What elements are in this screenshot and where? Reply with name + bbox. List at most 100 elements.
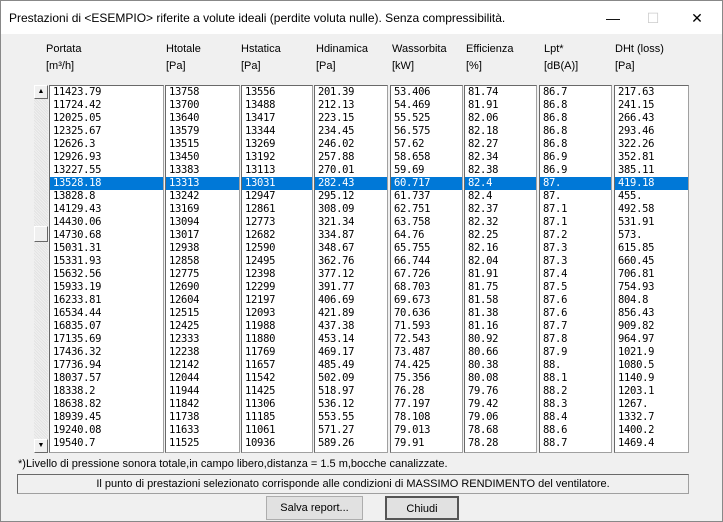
list-item[interactable]: 419.18 [615,177,688,190]
list-efficienza[interactable]: 81.74 81.91 82.06 82.18 82.27 82.34 82.38 82.4 8… [464,85,537,453]
list-item[interactable]: 1140.9 [618,372,655,384]
list-item[interactable]: 87.1 [543,203,568,215]
list-item[interactable]: 75.356 [394,372,431,384]
scroll-down-icon[interactable]: ▼ [34,439,48,453]
list-item[interactable]: 12626.3 [53,138,96,150]
list-item[interactable]: 88.3 [543,398,568,410]
minimize-icon[interactable]: — [606,10,620,26]
list-item[interactable]: 1203.1 [618,385,655,397]
list-item[interactable]: 77.197 [394,398,431,410]
list-item[interactable]: 87.7 [543,320,568,332]
list-item[interactable]: 82.38 [468,164,499,176]
list-item[interactable]: 10936 [245,437,276,449]
list-item[interactable]: 64.76 [394,229,425,241]
list-lpt[interactable]: 86.7 86.8 86.8 86.8 86.8 86.9 86.9 87. 87. 87.1 87… [539,85,612,453]
list-item[interactable]: 13269 [245,138,276,150]
list-item[interactable]: 13192 [245,151,276,163]
list-item[interactable]: 82.34 [468,151,499,163]
list-item[interactable]: 15031.31 [53,242,102,254]
list-item[interactable]: 61.737 [394,190,431,202]
list-item[interactable]: 201.39 [318,86,355,98]
list-item[interactable]: 82.06 [468,112,499,124]
list-item[interactable]: 16233.81 [53,294,102,306]
list-item[interactable]: 12590 [245,242,276,254]
list-item[interactable]: 573. [618,229,643,241]
list-item[interactable]: 87. [543,190,562,202]
list-item[interactable]: 81.38 [468,307,499,319]
list-item[interactable]: 13031 [242,177,312,190]
list-item[interactable]: 12947 [245,190,276,202]
list-item[interactable]: 55.525 [394,112,431,124]
list-item[interactable]: 706.81 [618,268,655,280]
list-item[interactable]: 88.4 [543,411,568,423]
list-item[interactable]: 13828.8 [53,190,96,202]
list-item[interactable]: 453.14 [318,333,355,345]
list-item[interactable]: 437.38 [318,320,355,332]
list-item[interactable]: 536.12 [318,398,355,410]
list-item[interactable]: 12299 [245,281,276,293]
list-item[interactable]: 1332.7 [618,411,655,423]
list-item[interactable]: 86.9 [543,164,568,176]
list-item[interactable]: 80.38 [468,359,499,371]
list-htotale[interactable]: 13758 13700 13640 13579 13515 13450 13383 13313… [165,85,240,453]
list-item[interactable]: 81.75 [468,281,499,293]
list-item[interactable]: 964.97 [618,333,655,345]
list-item[interactable]: 16835.07 [53,320,102,332]
list-item[interactable]: 78.28 [468,437,499,449]
list-item[interactable]: 87.3 [543,255,568,267]
list-item[interactable]: 14129.43 [53,203,102,215]
list-item[interactable]: 66.744 [394,255,431,267]
list-item[interactable]: 12938 [169,242,200,254]
list-item[interactable]: 87.4 [543,268,568,280]
list-item[interactable]: 13488 [245,99,276,111]
list-item[interactable]: 12093 [245,307,276,319]
list-item[interactable]: 257.88 [318,151,355,163]
list-item[interactable]: 11738 [169,411,200,423]
list-item[interactable]: 12495 [245,255,276,267]
list-item[interactable]: 87.9 [543,346,568,358]
scroll-up-icon[interactable]: ▲ [34,85,48,99]
list-item[interactable]: 241.15 [618,99,655,111]
list-item[interactable]: 88.1 [543,372,568,384]
list-item[interactable]: 11842 [169,398,200,410]
list-item[interactable]: 492.58 [618,203,655,215]
list-item[interactable]: 13450 [169,151,200,163]
scrollbar-thumb[interactable] [34,226,48,242]
list-item[interactable]: 13528.18 [50,177,163,190]
list-item[interactable]: 13344 [245,125,276,137]
list-item[interactable]: 1267. [618,398,649,410]
list-dht-loss[interactable]: 217.63 241.15 266.43 293.46 322.26 352.81 385.… [614,85,689,453]
list-item[interactable]: 87.6 [543,294,568,306]
list-item[interactable]: 80.66 [468,346,499,358]
close-icon[interactable]: ✕ [691,10,703,26]
list-item[interactable]: 518.97 [318,385,355,397]
list-item[interactable]: 81.91 [468,268,499,280]
list-item[interactable]: 63.758 [394,216,431,228]
list-item[interactable]: 322.26 [618,138,655,150]
list-item[interactable]: 553.55 [318,411,355,423]
list-item[interactable]: 421.89 [318,307,355,319]
list-item[interactable]: 71.593 [394,320,431,332]
list-item[interactable]: 87.3 [543,242,568,254]
list-item[interactable]: 406.69 [318,294,355,306]
list-item[interactable]: 88.7 [543,437,568,449]
list-item[interactable]: 11425 [245,385,276,397]
list-item[interactable]: 86.8 [543,138,568,150]
list-item[interactable]: 377.12 [318,268,355,280]
list-item[interactable]: 86.8 [543,99,568,111]
list-item[interactable]: 17736.94 [53,359,102,371]
list-item[interactable]: 69.673 [394,294,431,306]
list-item[interactable]: 82.37 [468,203,499,215]
list-item[interactable]: 909.82 [618,320,655,332]
list-item[interactable]: 13758 [169,86,200,98]
list-item[interactable]: 11944 [169,385,200,397]
list-item[interactable]: 282.43 [315,177,387,190]
list-item[interactable]: 12142 [169,359,200,371]
list-item[interactable]: 12333 [169,333,200,345]
close-button[interactable]: Chiudi [385,496,459,520]
list-item[interactable]: 11306 [245,398,276,410]
list-item[interactable]: 78.108 [394,411,431,423]
list-item[interactable]: 455. [618,190,643,202]
list-item[interactable]: 13227.55 [53,164,102,176]
list-item[interactable]: 12690 [169,281,200,293]
